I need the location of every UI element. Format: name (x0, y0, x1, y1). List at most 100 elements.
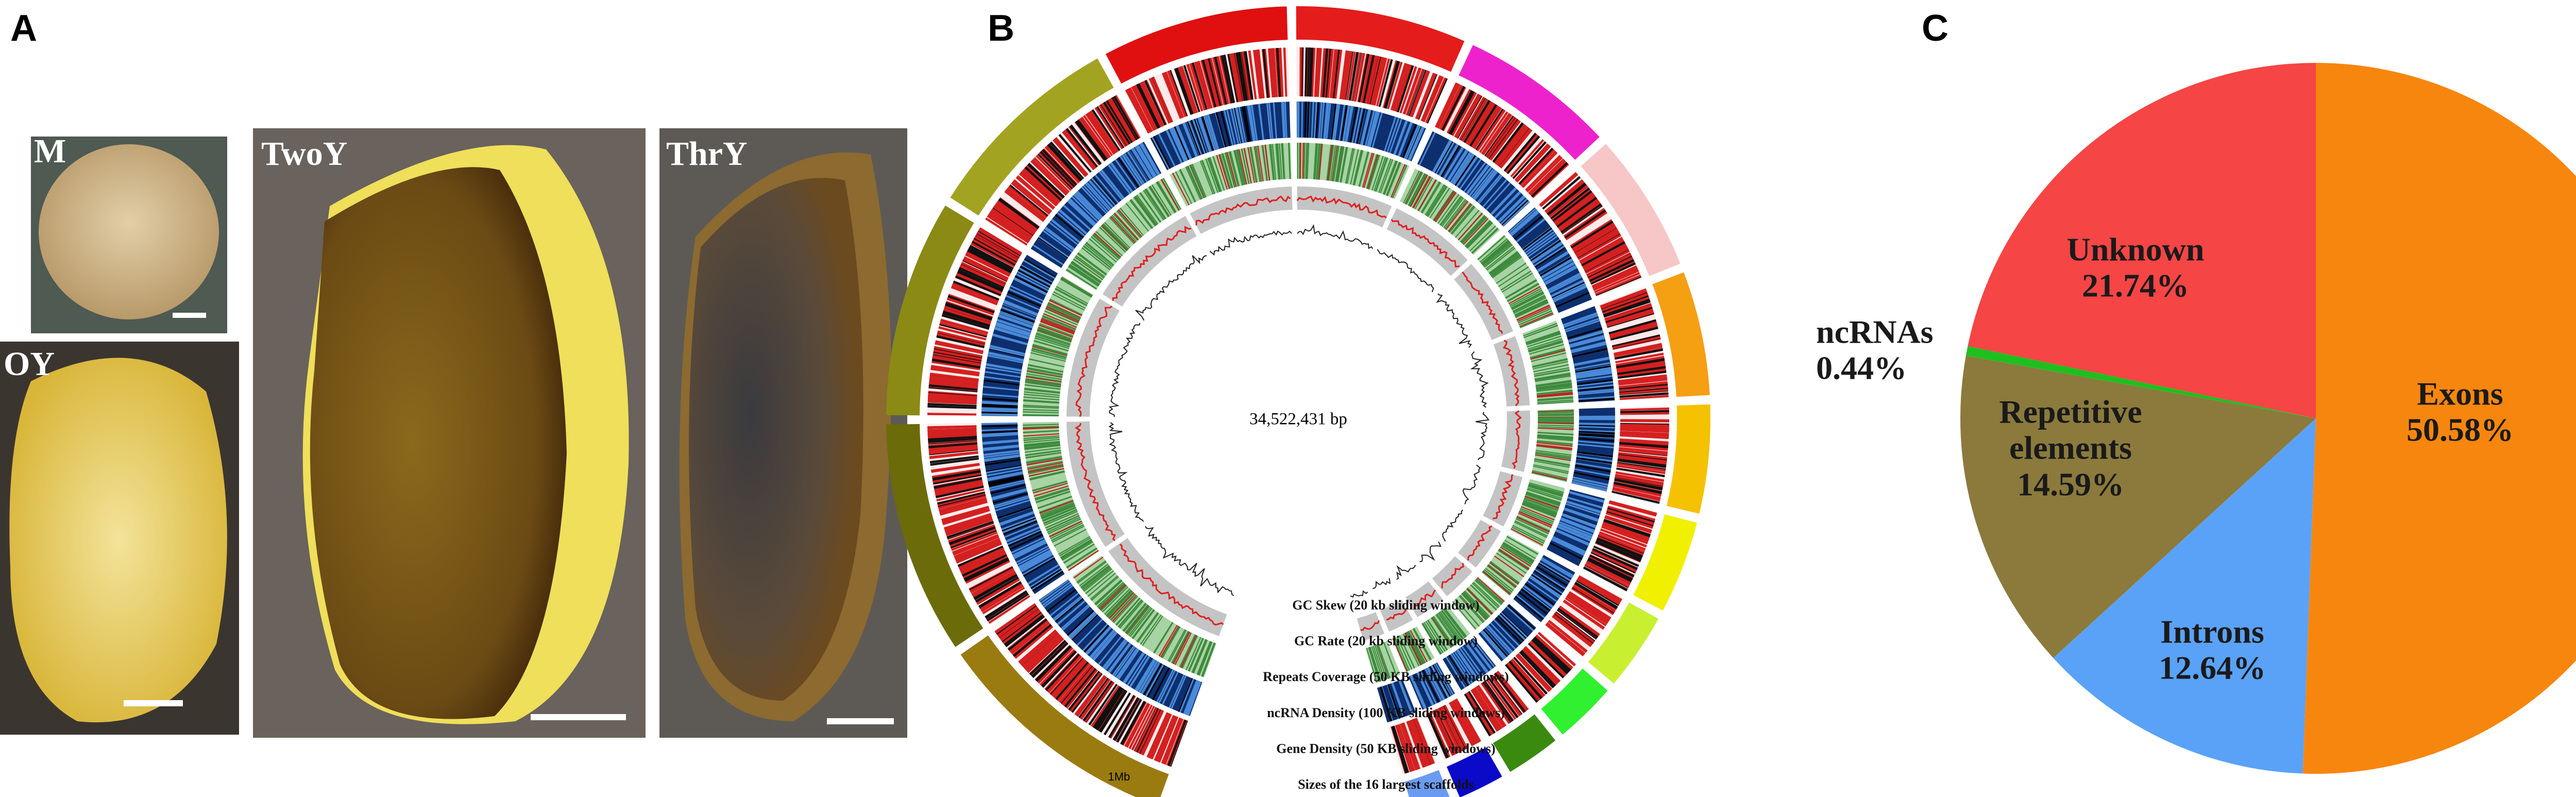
repeat-stripe (1158, 624, 1178, 657)
repeat-stripe (1023, 427, 1059, 430)
ncrna-stripe (1120, 156, 1141, 186)
ncrna-stripe (1472, 169, 1496, 199)
repeat-stripe (1465, 220, 1492, 247)
gene-stripe (1473, 107, 1502, 149)
gene-stripe (1042, 148, 1077, 186)
gc-skew-line (1109, 323, 1141, 417)
repeat-stripe (1537, 414, 1574, 416)
repeat-stripe (1033, 340, 1069, 352)
scaffold-band (886, 205, 974, 416)
repeat-stripe (1045, 513, 1079, 529)
gene-stripe (961, 262, 1007, 284)
ncrna-stripe (1073, 194, 1100, 221)
gene-stripe (968, 247, 1013, 272)
ncrna-stripe (1320, 102, 1325, 139)
ncrna-stripe (1502, 200, 1530, 227)
ncrna-stripe (1575, 369, 1612, 376)
repeat-stripe (1444, 199, 1468, 229)
repeat-stripe (1438, 612, 1461, 642)
gene-stripe (1216, 56, 1230, 105)
scaffold-band (1404, 770, 1450, 797)
gene-stripe (1438, 84, 1463, 130)
gene-stripe (1008, 185, 1048, 218)
ncrna-stripe (981, 432, 1018, 436)
gene-stripe (1612, 336, 1661, 349)
repeat-stripe (1222, 153, 1233, 189)
gene-stripe (931, 468, 981, 479)
gene-stripe (1128, 88, 1153, 132)
repeat-stripe (1435, 614, 1458, 645)
repeat-stripe (1462, 592, 1488, 620)
gene-stripe (1467, 103, 1495, 146)
repeat-stripe (1529, 344, 1564, 355)
repeat-stripe (1047, 303, 1081, 320)
gene-stripe (1487, 677, 1519, 719)
repeat-stripe (1477, 577, 1505, 602)
ncrna-stripe (1122, 652, 1144, 683)
gene-stripe (1530, 161, 1567, 197)
pie-slice (1965, 346, 2316, 418)
ncrna-stripe (1057, 212, 1086, 237)
ncrna-stripe (1384, 116, 1397, 151)
repeat-stripe (1386, 162, 1401, 196)
repeat-stripe (1514, 299, 1548, 316)
repeat-stripe (1498, 266, 1529, 287)
gene-stripe (1475, 108, 1504, 151)
gene-stripe (1570, 219, 1613, 247)
repeat-stripe (1537, 393, 1573, 398)
gene-stripe (1607, 505, 1656, 521)
ncrna-stripe (1049, 592, 1079, 617)
photo-label: OY (4, 345, 55, 383)
gene-stripe (1391, 726, 1408, 774)
gene-stripe (995, 604, 1037, 634)
ncrna-stripe (1140, 143, 1160, 175)
ncrna-stripe (1431, 665, 1450, 698)
gene-stripe (934, 480, 983, 491)
gene-stripe (946, 297, 994, 316)
ncrna-stripe (1569, 490, 1605, 502)
ncrna-stripe (1367, 111, 1378, 147)
ncrna-stripe (1143, 663, 1162, 696)
gene-stripe (1062, 667, 1095, 706)
gene-stripe (1001, 610, 1041, 641)
ncrna-stripe (1567, 327, 1603, 340)
repeat-stripe (1511, 526, 1545, 544)
repeat-stripe (1111, 595, 1137, 622)
gene-stripe (1104, 692, 1131, 736)
repeat-stripe (1167, 629, 1186, 662)
repeat-stripe (1175, 171, 1192, 205)
ncrna-stripe (1093, 632, 1118, 661)
ncrna-stripe (1459, 648, 1482, 679)
gene-stripe (1038, 152, 1074, 189)
gene-stripe (963, 256, 1009, 280)
ncrna-stripe (1067, 200, 1095, 227)
ncrna-stripe (1023, 260, 1056, 279)
ncrna-stripe (1506, 605, 1535, 631)
gc-rate-line (1075, 306, 1113, 417)
repeat-stripe (1489, 561, 1519, 584)
repeat-stripe (1109, 217, 1135, 244)
repeat-stripe (1421, 182, 1442, 214)
repeat-stripe (1091, 236, 1119, 261)
gene-stripe (1554, 612, 1595, 643)
ncrna-stripe (1425, 668, 1443, 702)
ncrna-stripe (1084, 183, 1110, 211)
gene-stripe (1552, 190, 1592, 222)
repeat-stripe (1229, 151, 1240, 186)
gene-stripe (1592, 266, 1638, 289)
repeat-stripe (1090, 575, 1118, 600)
ncrna-stripe (987, 471, 1023, 480)
repeat-stripe (1511, 291, 1544, 309)
repeat-stripe (1519, 312, 1553, 327)
gene-stripe (1586, 561, 1631, 585)
repeat-stripe (1378, 158, 1392, 193)
repeat-stripe (1515, 300, 1548, 317)
repeat-stripe (1281, 143, 1284, 179)
repeat-stripe (1115, 598, 1141, 626)
repeat-stripe (1426, 185, 1446, 216)
repeat-stripe (1512, 524, 1546, 542)
ncrna-stripe (1452, 652, 1473, 684)
repeat-stripe (1040, 501, 1074, 516)
gene-stripe (1575, 229, 1619, 257)
ncrna-stripe (1410, 675, 1426, 709)
